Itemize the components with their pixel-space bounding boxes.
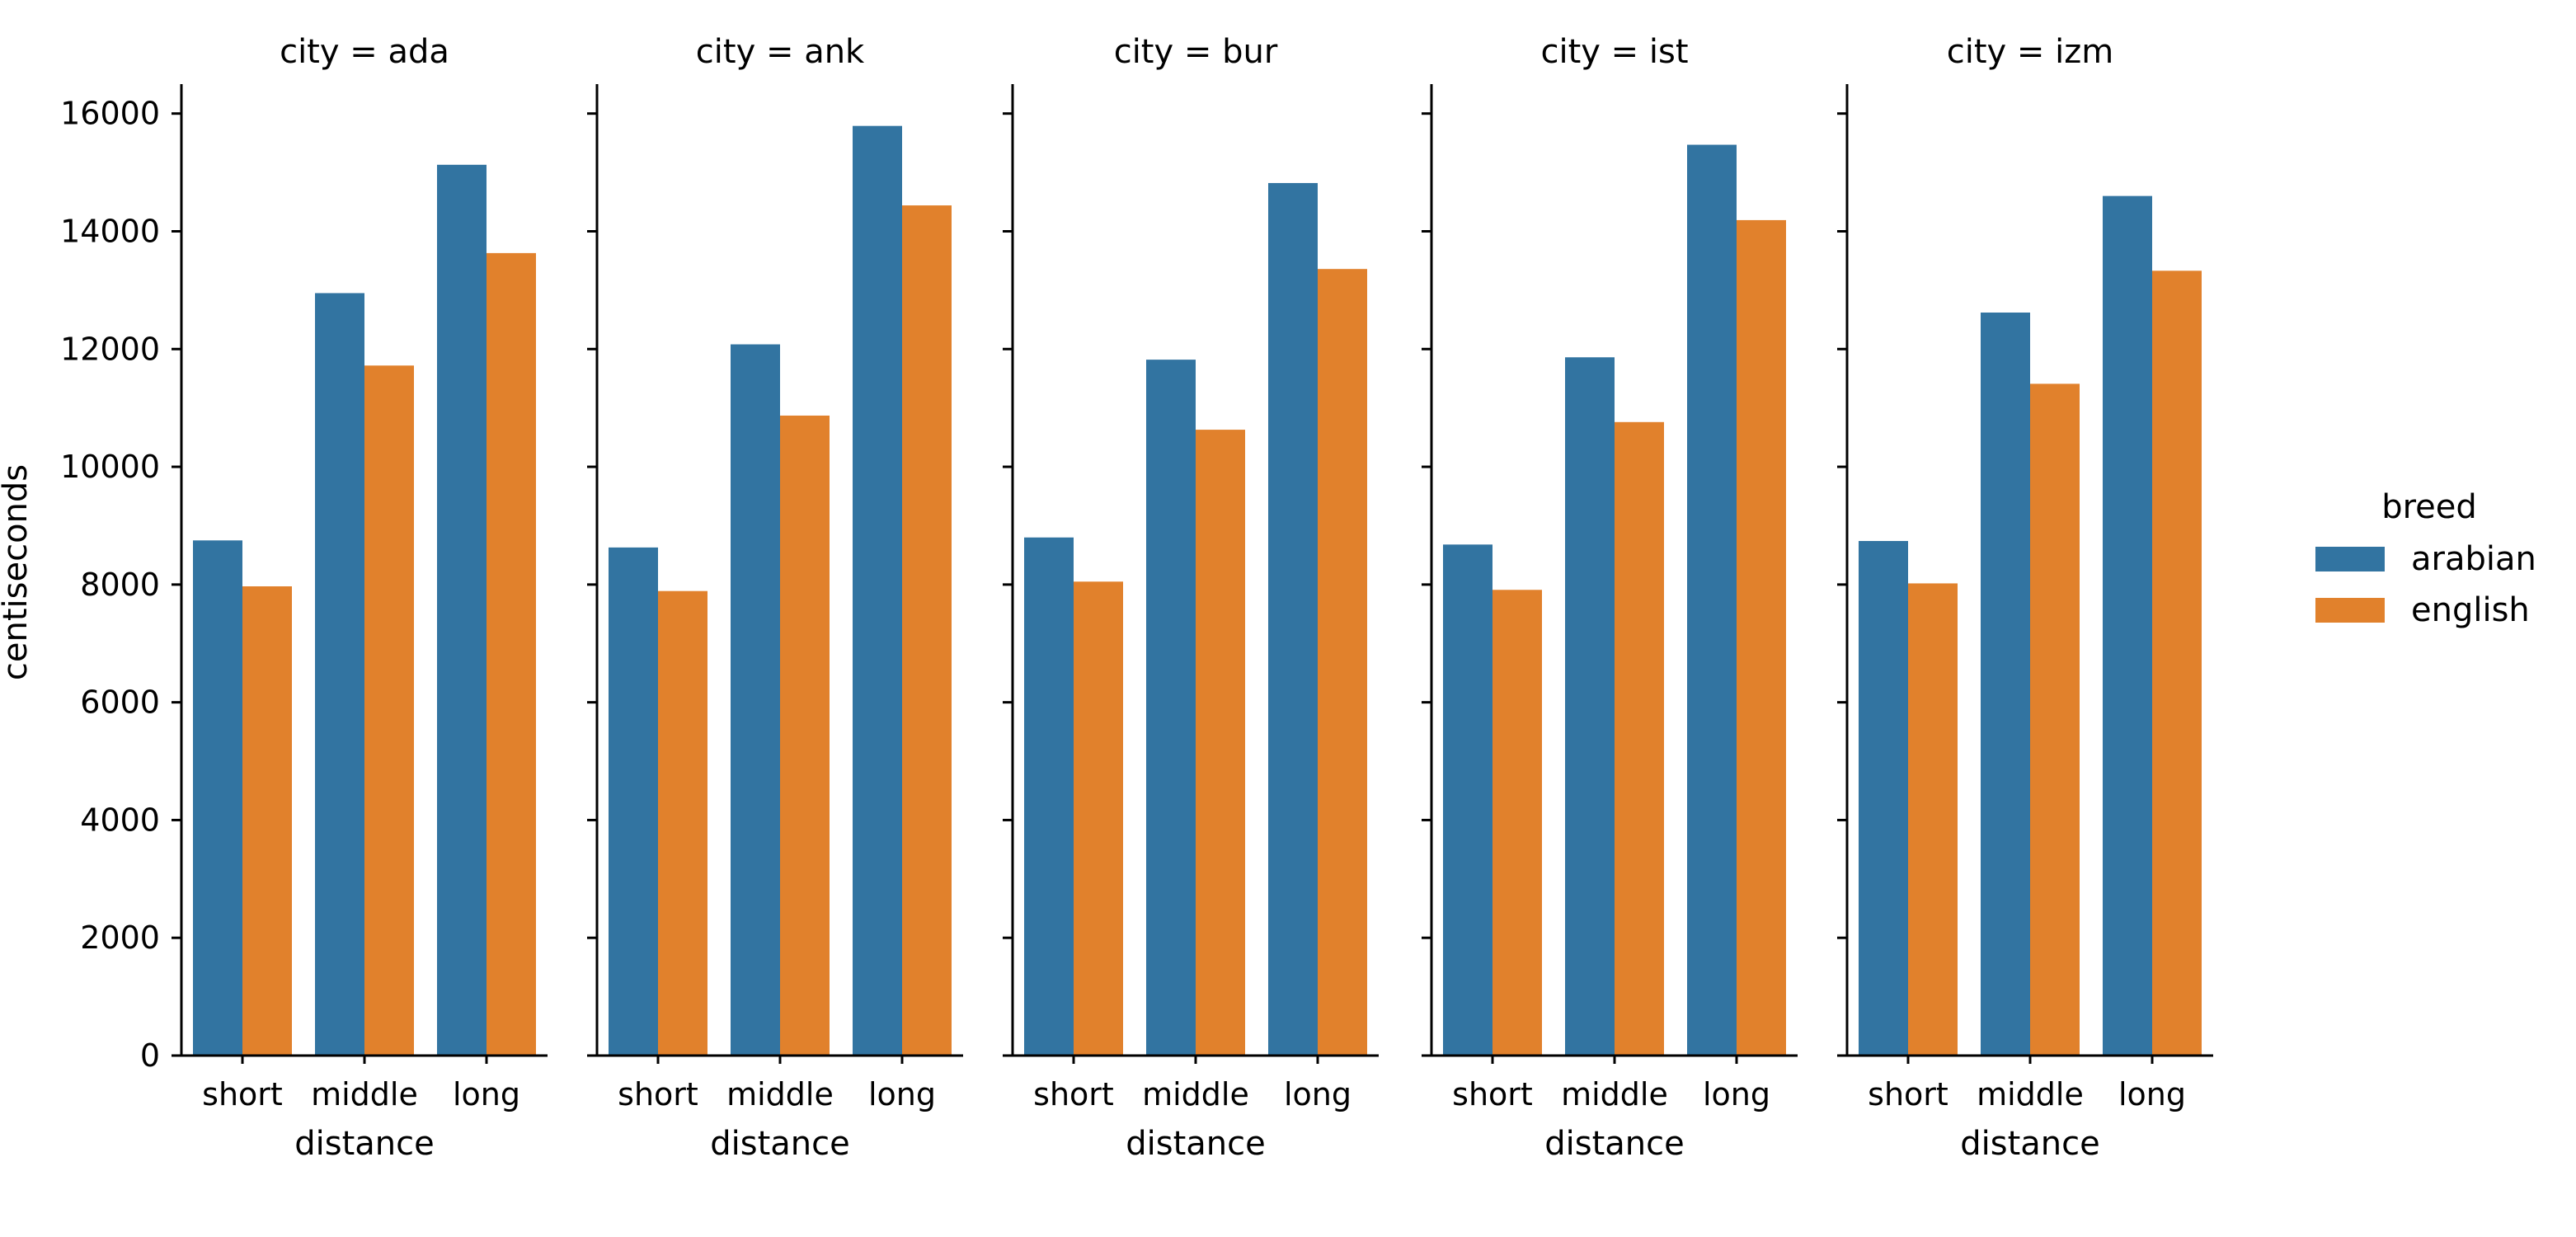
x-tick-label: short bbox=[618, 1076, 698, 1112]
bar-ist-middle-arabian bbox=[1565, 357, 1615, 1056]
x-tick-label: short bbox=[1868, 1076, 1948, 1112]
x-tick-label: long bbox=[453, 1076, 520, 1112]
y-tick-label: 16000 bbox=[60, 96, 160, 132]
x-tick-label: middle bbox=[1142, 1076, 1249, 1112]
x-axis-label: distance bbox=[710, 1125, 850, 1163]
x-axis-label: distance bbox=[1544, 1125, 1685, 1163]
bar-ank-short-english bbox=[658, 590, 707, 1056]
bar-ist-long-arabian bbox=[1687, 144, 1737, 1056]
bar-izm-middle-arabian bbox=[1981, 313, 2030, 1056]
facet-title: city = ank bbox=[696, 33, 865, 71]
x-axis-label: distance bbox=[294, 1125, 435, 1163]
x-tick-label: middle bbox=[1561, 1076, 1668, 1112]
bar-izm-long-english bbox=[2152, 270, 2202, 1056]
x-tick-label: short bbox=[1033, 1076, 1114, 1112]
x-axis-label: distance bbox=[1126, 1125, 1266, 1163]
bar-bur-short-arabian bbox=[1024, 537, 1074, 1056]
facet-panel-ist: city = ist short middle long distance bbox=[1422, 33, 1798, 1163]
bar-ist-long-english bbox=[1737, 219, 1786, 1056]
bar-izm-long-arabian bbox=[2103, 195, 2152, 1056]
bar-izm-middle-english bbox=[2030, 383, 2080, 1056]
facet-title: city = ist bbox=[1540, 33, 1688, 71]
bar-ada-middle-arabian bbox=[315, 293, 364, 1056]
facet-panels: city = ada short middle long 0 2000 4000 6000 80… bbox=[60, 33, 2213, 1163]
bar-ank-short-arabian bbox=[609, 547, 658, 1056]
y-tick-label: 4000 bbox=[80, 802, 160, 838]
bar-ada-long-english bbox=[487, 252, 536, 1056]
legend-title: breed bbox=[2381, 488, 2477, 526]
x-tick-label: long bbox=[1284, 1076, 1351, 1112]
bar-ada-middle-english bbox=[364, 365, 414, 1056]
facet-panel-izm: city = izm short middle long distance bbox=[1837, 33, 2213, 1163]
legend-label-arabian: arabian bbox=[2411, 540, 2536, 578]
bar-bur-middle-english bbox=[1196, 430, 1245, 1056]
y-tick-label: 10000 bbox=[60, 449, 160, 485]
bar-ada-long-arabian bbox=[437, 164, 487, 1056]
y-tick-label: 12000 bbox=[60, 331, 160, 367]
x-tick-label: middle bbox=[726, 1076, 834, 1112]
bar-bur-long-arabian bbox=[1268, 182, 1318, 1056]
facet-panel-ank: city = ank short middle long distance bbox=[587, 33, 963, 1163]
y-tick-label: 0 bbox=[140, 1037, 160, 1074]
x-tick-label: long bbox=[868, 1076, 936, 1112]
bar-izm-short-arabian bbox=[1859, 541, 1908, 1056]
legend-swatch-arabian bbox=[2315, 547, 2385, 571]
bar-ist-middle-english bbox=[1615, 421, 1664, 1056]
bar-ada-short-arabian bbox=[193, 540, 242, 1056]
x-axis-label: distance bbox=[1960, 1125, 2100, 1163]
bar-ist-short-arabian bbox=[1443, 544, 1492, 1056]
x-tick-label: short bbox=[1452, 1076, 1533, 1112]
y-tick-label: 14000 bbox=[60, 213, 160, 249]
bar-bur-long-english bbox=[1318, 269, 1367, 1056]
x-tick-label: middle bbox=[1977, 1076, 2084, 1112]
bar-ist-short-english bbox=[1492, 590, 1542, 1056]
facet-title: city = ada bbox=[280, 33, 449, 71]
x-tick-label: long bbox=[1703, 1076, 1770, 1112]
bar-ank-long-arabian bbox=[853, 125, 902, 1056]
legend: breed arabian english bbox=[2315, 488, 2536, 629]
bar-bur-middle-arabian bbox=[1146, 360, 1196, 1056]
x-tick-label: long bbox=[2118, 1076, 2186, 1112]
bar-bur-short-english bbox=[1074, 581, 1123, 1056]
bar-ank-middle-english bbox=[780, 415, 830, 1056]
x-tick-label: short bbox=[202, 1076, 283, 1112]
facet-panel-ada: city = ada short middle long 0 2000 4000 6000 80… bbox=[60, 33, 548, 1163]
y-axis-label: centiseconds bbox=[0, 464, 35, 680]
y-tick-label: 6000 bbox=[80, 684, 160, 721]
facet-title: city = bur bbox=[1114, 33, 1278, 71]
bar-ank-middle-arabian bbox=[731, 344, 780, 1056]
bar-izm-short-english bbox=[1908, 583, 1958, 1056]
facet-panel-bur: city = bur short middle long distance bbox=[1003, 33, 1379, 1163]
bar-ada-short-english bbox=[242, 586, 292, 1056]
x-tick-label: middle bbox=[311, 1076, 418, 1112]
y-tick-label: 8000 bbox=[80, 567, 160, 603]
facet-title: city = izm bbox=[1947, 33, 2113, 71]
bar-ank-long-english bbox=[902, 205, 952, 1056]
legend-swatch-english bbox=[2315, 598, 2385, 623]
y-tick-label: 2000 bbox=[80, 920, 160, 956]
legend-label-english: english bbox=[2411, 591, 2530, 629]
